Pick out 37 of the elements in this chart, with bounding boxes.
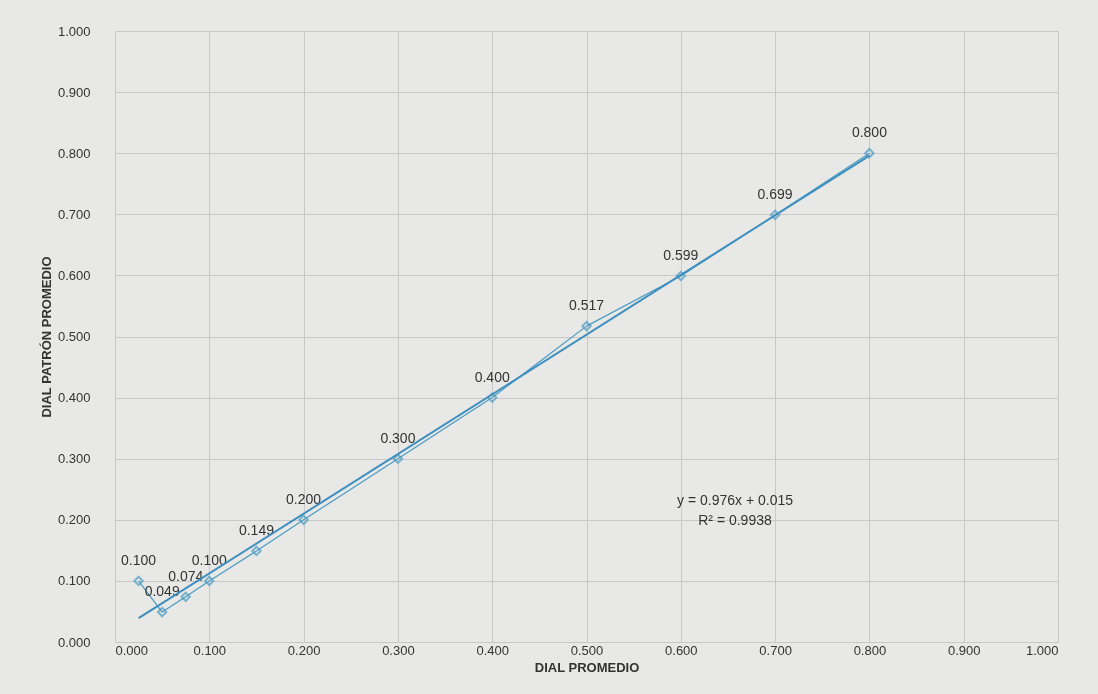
data-label: 0.074: [168, 567, 204, 584]
x-axis-title: DIAL PROMEDIO: [534, 659, 640, 675]
y-tick-label: 0.700: [57, 206, 91, 222]
data-label: 0.149: [238, 521, 275, 538]
x-tick-label: 1.000: [1025, 642, 1059, 658]
y-tick-label: 0.400: [57, 390, 91, 406]
y-tick-label: 0.200: [57, 512, 91, 528]
y-tick-label: 1.000: [57, 23, 91, 39]
data-label: 0.599: [663, 247, 699, 264]
y-tick-label: 0.900: [57, 84, 91, 100]
data-label: 0.300: [380, 429, 416, 446]
data-label: 0.699: [757, 185, 793, 202]
y-axis-title: DIAL PATRÓN PROMEDIO: [38, 256, 54, 418]
annotation: y = 0.976x + 0.015: [677, 492, 794, 508]
data-label: 0.100: [191, 551, 228, 568]
x-tick-label: 0.800: [853, 642, 887, 658]
x-tick-label: 0.300: [382, 642, 415, 658]
x-tick-label: 0.000: [115, 642, 149, 658]
y-tick-label: 0.500: [57, 329, 91, 344]
x-tick-label: 0.200: [287, 642, 321, 658]
annotation: R² = 0.9938: [698, 512, 772, 528]
x-tick-label: 0.600: [665, 642, 698, 658]
data-label: 0.200: [286, 490, 322, 507]
y-tick-label: 0.300: [57, 451, 91, 467]
y-tick-label: 0.800: [57, 145, 91, 161]
data-label: 0.049: [144, 583, 180, 600]
x-tick-label: 0.700: [759, 642, 792, 658]
x-tick-label: 0.900: [947, 642, 981, 658]
y-tick-label: 0.100: [57, 573, 91, 589]
x-tick-label: 0.400: [476, 642, 509, 658]
x-tick-label: 0.100: [193, 642, 227, 658]
data-label: 0.800: [851, 124, 888, 141]
x-tick-label: 0.500: [570, 642, 604, 658]
data-label: 0.517: [568, 297, 605, 314]
data-label: 0.100: [121, 551, 157, 568]
y-tick-label: 0.600: [57, 267, 91, 283]
data-label: 0.400: [474, 368, 510, 385]
